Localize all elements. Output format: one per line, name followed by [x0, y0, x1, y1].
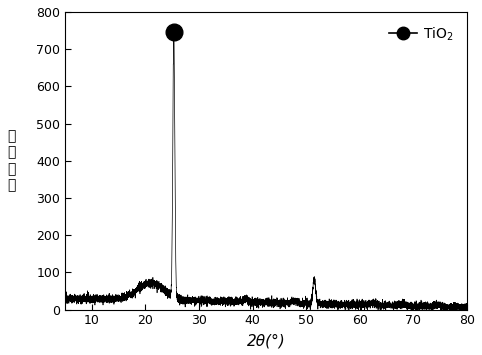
Y-axis label: 相
对
强
度: 相 对 强 度 [7, 130, 15, 192]
Legend: TiO$_2$: TiO$_2$ [382, 19, 460, 50]
X-axis label: 2θ(°): 2θ(°) [247, 333, 285, 348]
